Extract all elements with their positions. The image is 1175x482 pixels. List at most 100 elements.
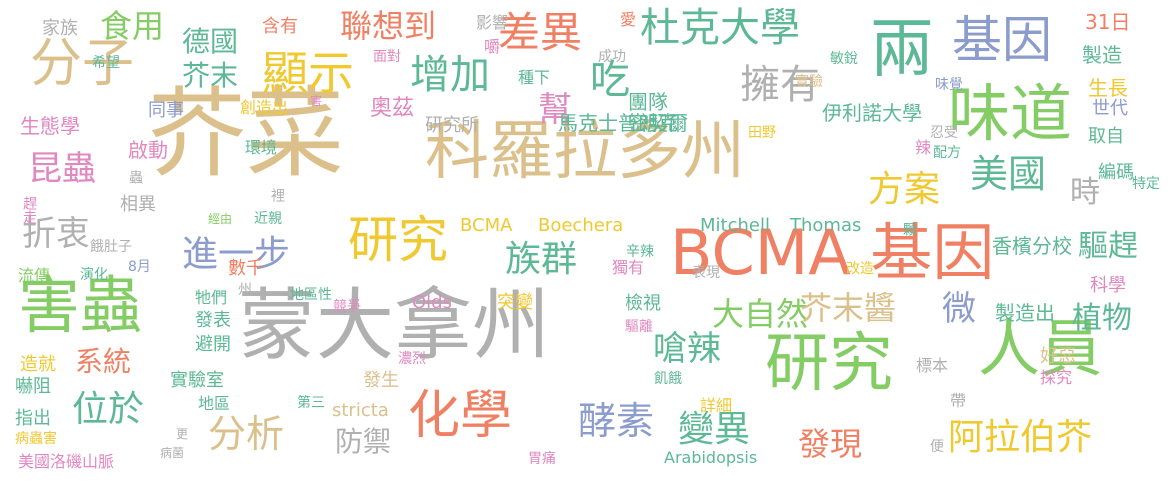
word: 團隊 <box>628 90 668 114</box>
word: 杜克大學 <box>640 5 800 51</box>
word: 味道 <box>948 77 1073 150</box>
word: 聯想到 <box>340 7 437 45</box>
word: 含有 <box>262 16 298 37</box>
word: 嚇阻 <box>15 376 51 397</box>
word: 系統 <box>75 345 132 378</box>
word: 密契爾 <box>628 111 688 135</box>
word: 相異 <box>120 194 156 215</box>
word: 大自然 <box>712 295 809 333</box>
word: 濃烈 <box>398 351 426 367</box>
word: 進一步 <box>182 234 291 275</box>
word: 生長 <box>1088 76 1128 100</box>
word: 胃痛 <box>528 451 556 467</box>
word: 伊利諾大學 <box>822 101 922 125</box>
word: 實驗 <box>795 74 823 90</box>
word: 突變 <box>497 292 533 313</box>
word: 蒙大拿州 <box>238 281 551 371</box>
word: 趕走 <box>21 196 37 224</box>
word: Arabidopsis <box>664 448 758 467</box>
word: 創造出 <box>240 98 289 117</box>
word: 近親 <box>254 211 282 227</box>
word: 流傳 <box>18 266 51 285</box>
word: 顆 <box>901 222 917 236</box>
word: 擁有 <box>740 62 820 108</box>
word: 實驗室 <box>170 370 224 391</box>
word: 害蟲 <box>18 269 143 342</box>
word: 科學 <box>1090 275 1126 296</box>
word: 田野 <box>748 125 776 141</box>
word: 折衷 <box>22 214 90 254</box>
word: 吃 <box>590 57 630 103</box>
word: 指出 <box>15 408 51 429</box>
word: 探究 <box>1040 368 1073 387</box>
word: 演化 <box>80 267 108 283</box>
word: 芥末醬 <box>800 289 897 327</box>
word: BCMA <box>460 215 513 236</box>
word: 奧茲 <box>370 96 415 121</box>
word: 美國洛磯山脈 <box>18 452 115 471</box>
word: 8月 <box>128 259 151 275</box>
word: 州 <box>238 282 252 298</box>
word: stricta <box>332 400 389 421</box>
word: 地區性 <box>290 287 332 303</box>
word: 基因 <box>952 11 1052 69</box>
word: 辣 <box>915 138 932 157</box>
word: 驅趕 <box>1078 229 1138 264</box>
word: 標本 <box>916 356 949 375</box>
word: 競爭 <box>333 299 361 315</box>
word: 面對 <box>373 49 401 65</box>
word: 配方 <box>933 145 961 161</box>
word: 病菌 <box>160 446 185 460</box>
word: 位於 <box>72 389 145 430</box>
word: 美國 <box>970 152 1047 196</box>
word: 研究所 <box>425 115 479 136</box>
word: 改造 <box>846 261 874 277</box>
word: 化學 <box>408 386 513 446</box>
word: 辛辣 <box>626 244 654 260</box>
word: 昆蟲 <box>28 149 96 189</box>
word: 餓肚子 <box>90 239 132 255</box>
word: 製造出 <box>995 301 1055 325</box>
word: 食用 <box>100 7 165 45</box>
word: 微 <box>942 289 976 329</box>
word: 分析 <box>208 412 285 456</box>
word: 兩 <box>870 13 934 87</box>
word: 味覺 <box>935 77 963 93</box>
word: 製造 <box>1082 43 1122 67</box>
word: 編碼 <box>1098 162 1134 183</box>
word: 時 <box>1070 175 1100 210</box>
word: 香檳分校 <box>992 234 1072 258</box>
word: 地區 <box>198 394 231 413</box>
word: 好惡 <box>1040 346 1076 367</box>
word: 人員 <box>978 312 1103 385</box>
word: 詳細 <box>700 396 733 415</box>
word: 防禦 <box>335 425 392 458</box>
word: 造就 <box>20 354 56 375</box>
word: 植物 <box>1072 301 1132 336</box>
word: 顯示 <box>262 46 354 100</box>
word: Mitchell <box>700 215 770 236</box>
word: 病蟲害 <box>15 431 57 447</box>
word: 經由 <box>208 212 233 226</box>
word: 裡 <box>269 188 285 202</box>
word: 世代 <box>1092 98 1128 119</box>
word: 方案 <box>868 169 941 210</box>
word: 特定 <box>1132 176 1160 192</box>
word: 差異 <box>498 8 583 57</box>
word: 忍受 <box>930 125 958 141</box>
word: 數千 <box>228 258 264 279</box>
word: 影響 <box>476 13 509 32</box>
word: 便 <box>930 439 944 455</box>
word: 啟動 <box>128 138 168 162</box>
word: 帶 <box>950 391 967 410</box>
word: Boechera <box>538 215 624 236</box>
word: 阿拉伯芥 <box>948 417 1093 458</box>
word: 獨有 <box>612 258 645 277</box>
word: 增加 <box>410 52 490 98</box>
word: 家族 <box>42 18 78 39</box>
word: 飢餓 <box>654 371 682 387</box>
word: 敏銳 <box>830 51 858 67</box>
word: 希望 <box>92 55 120 71</box>
word: 發表 <box>195 310 231 331</box>
word: 幫 <box>538 90 572 130</box>
